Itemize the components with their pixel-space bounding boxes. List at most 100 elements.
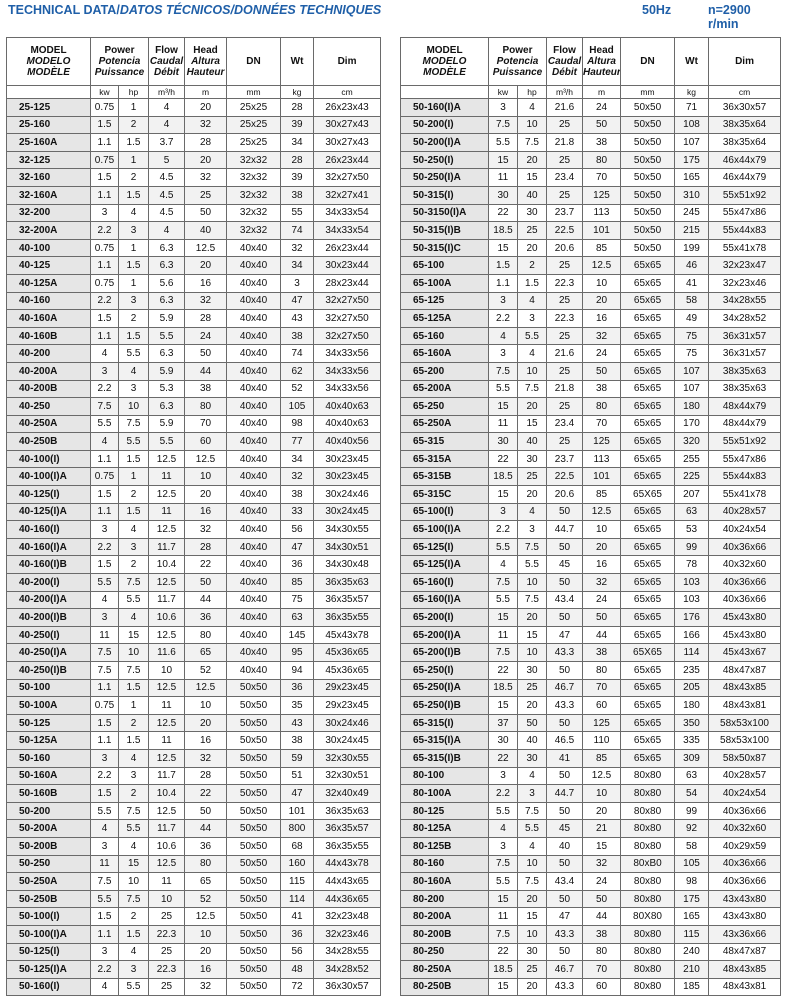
value-cell: 20.6 <box>546 485 584 504</box>
value-cell: 40x36x66 <box>708 573 782 592</box>
value-cell: 50x50 <box>226 960 282 979</box>
value-cell: 25 <box>546 185 584 205</box>
value-cell: 2.2 <box>90 291 119 311</box>
data-row: 65-315(I)B 22 30 41 85 65x65 309 58x50x87 <box>400 748 782 768</box>
value-cell: 80x80 <box>620 872 676 891</box>
data-row: 65-160(I)A 5.5 7.5 43.4 24 65x65 103 40x36x66 <box>400 590 782 610</box>
data-row: 65-100(I)A 2.2 3 44.7 10 65x65 53 40x24x54 <box>400 520 782 539</box>
value-cell: 40x36x66 <box>708 537 782 557</box>
value-cell: 30x27x43 <box>313 133 382 152</box>
value-cell: 50 <box>546 713 584 733</box>
data-row: 65-250(I)B 15 20 43.3 60 65x65 180 48x43x81 <box>400 696 782 715</box>
value-cell: 1 <box>117 150 150 170</box>
value-cell: 46 <box>674 256 710 275</box>
header-text: Potencia <box>98 56 141 67</box>
value-cell: 32x30x51 <box>313 766 382 786</box>
header-text: MODÈLE <box>27 67 70 78</box>
value-cell: 34x33x56 <box>313 379 382 399</box>
value-cell: 36x31x57 <box>708 344 782 363</box>
value-cell: 34x28x55 <box>708 291 782 311</box>
value-cell: 40x40 <box>226 361 282 381</box>
model-cell: 65-200 <box>400 361 489 381</box>
model-cell: 80-100 <box>400 766 489 786</box>
model-cell: 65-315(I)B <box>400 748 489 768</box>
model-cell: 50-200(I) <box>400 115 489 135</box>
value-cell: 34x33x54 <box>313 221 382 240</box>
data-row: 40-250B 4 5.5 5.5 60 40x40 77 40x40x56 <box>6 432 382 451</box>
model-cell: 40-125(I) <box>6 485 91 504</box>
value-cell: 2 <box>117 309 150 328</box>
value-cell: 5.5 <box>90 801 119 821</box>
value-cell: 51 <box>280 766 315 786</box>
value-cell: 12.5 <box>148 854 186 874</box>
value-cell: 47 <box>280 784 315 803</box>
value-cell: 45x43x80 <box>708 608 782 627</box>
data-row: 50-250 11 15 12.5 80 50x50 160 44x43x78 <box>6 854 382 874</box>
value-cell: 45 <box>546 555 584 575</box>
value-cell: 11 <box>148 872 186 891</box>
value-cell: 99 <box>674 801 710 821</box>
value-cell: 7.5 <box>516 590 548 610</box>
value-cell: 40x40 <box>226 608 282 627</box>
value-cell: 10 <box>582 273 622 293</box>
model-cell: 65-315(I) <box>400 713 489 733</box>
value-cell: 40 <box>184 221 228 240</box>
value-cell: 40x40 <box>226 256 282 275</box>
value-cell: 44x43x65 <box>313 872 382 891</box>
value-cell: 50x50 <box>620 185 676 205</box>
model-cell: 80-250B <box>400 977 489 997</box>
units-blank <box>400 85 489 99</box>
value-cell: 3 <box>488 766 518 786</box>
value-cell: 30x23x45 <box>313 449 382 469</box>
value-cell: 58x53x100 <box>708 713 782 733</box>
value-cell: 50 <box>546 942 584 962</box>
model-cell: 40-200(I)A <box>6 590 91 610</box>
value-cell: 5.9 <box>148 309 186 328</box>
value-cell: 5.5 <box>488 537 518 557</box>
value-cell: 4 <box>148 98 186 117</box>
unit: cm <box>313 85 382 99</box>
value-cell: 22 <box>488 449 518 469</box>
data-row: 80-125 5.5 7.5 50 20 80x80 99 40x36x66 <box>400 801 782 821</box>
value-cell: 45x36x65 <box>313 661 382 680</box>
value-cell: 101 <box>582 221 622 240</box>
value-cell: 4 <box>90 819 119 838</box>
value-cell: 2.2 <box>488 309 518 328</box>
value-cell: 215 <box>674 221 710 240</box>
header-flow: Flow Caudal Débit <box>546 37 584 86</box>
value-cell: 92 <box>674 819 710 838</box>
value-cell: 145 <box>280 625 315 645</box>
header-text: MODÈLE <box>423 67 466 78</box>
value-cell: 30x24x45 <box>313 731 382 750</box>
data-row: 40-160A 1.5 2 5.9 28 40x40 43 32x27x50 <box>6 309 382 328</box>
value-cell: 40 <box>516 731 548 750</box>
value-cell: 80x80 <box>620 960 676 979</box>
value-cell: 36 <box>280 924 315 944</box>
data-row: 65-200(I)B 7.5 10 43.3 38 65X65 114 45x43x67 <box>400 643 782 662</box>
value-cell: 25 <box>148 942 186 962</box>
value-cell: 15 <box>516 168 548 187</box>
value-cell: 15 <box>488 608 518 627</box>
value-cell: 55x47x86 <box>708 203 782 223</box>
value-cell: 50 <box>582 608 622 627</box>
model-cell: 80-160 <box>400 854 489 874</box>
value-cell: 3 <box>117 379 150 399</box>
value-cell: 30 <box>488 185 518 205</box>
value-cell: 15 <box>488 238 518 258</box>
value-cell: 54 <box>674 784 710 803</box>
value-cell: 5 <box>148 150 186 170</box>
header-row: MODEL MODELO MODÈLE Power Potencia Puissance F… <box>400 37 782 86</box>
value-cell: 11 <box>488 168 518 187</box>
value-cell: 1.5 <box>90 485 119 504</box>
value-cell: 30 <box>516 748 548 768</box>
data-row: 50-200(I)A 5.5 7.5 21.8 38 50x50 107 38x35x64 <box>400 133 782 152</box>
units-blank <box>6 85 91 99</box>
data-row: 50-160A 2.2 3 11.7 28 50x50 51 32x30x51 <box>6 766 382 786</box>
value-cell: 175 <box>674 150 710 170</box>
value-cell: 43x43x80 <box>708 907 782 926</box>
value-cell: 36x35x55 <box>313 608 382 627</box>
value-cell: 3 <box>117 960 150 979</box>
value-cell: 0.75 <box>90 696 119 715</box>
data-row: 50-315(I)B 18.5 25 22.5 101 50x50 215 55x44x83 <box>400 221 782 240</box>
data-row: 65-315A 22 30 23.7 113 65x65 255 55x47x86 <box>400 449 782 469</box>
